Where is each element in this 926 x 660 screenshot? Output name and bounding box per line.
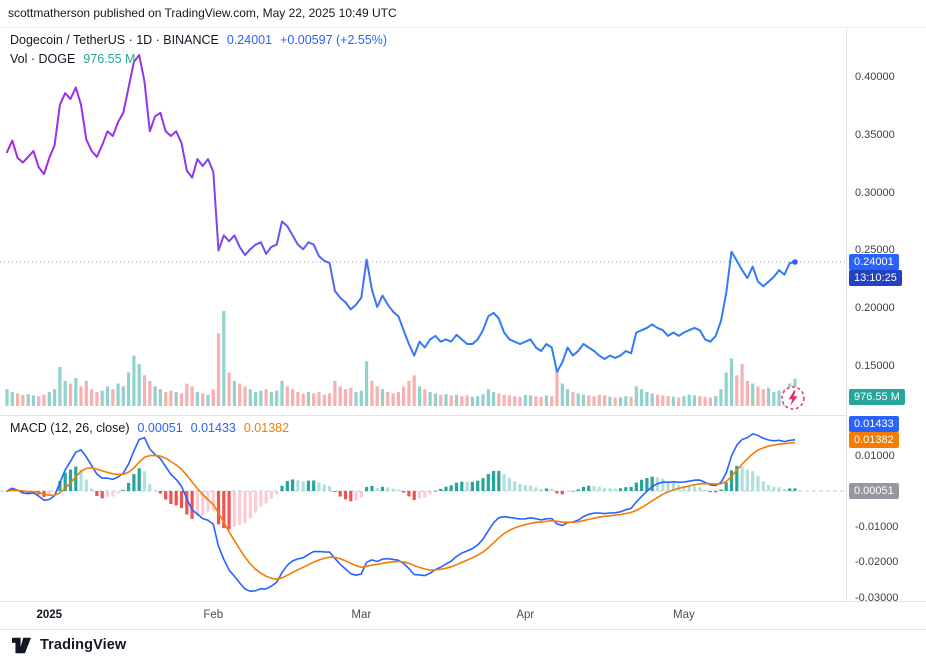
volume-value: 976.55 M — [83, 52, 136, 66]
macd-signal-line — [6, 441, 796, 580]
macd-label: MACD (12, 26, close) — [10, 421, 130, 435]
publish-text: scottmatherson published on TradingView.… — [8, 6, 397, 20]
price-axis-tick: 0.20000 — [855, 302, 895, 315]
macd-legend: MACD (12, 26, close) 0.00051 0.01433 0.0… — [10, 421, 289, 435]
flash-boost-icon[interactable] — [780, 385, 806, 411]
macd-axis-tick: 0.01000 — [855, 449, 895, 462]
volume-bars — [5, 311, 797, 406]
price-axis-tick: 0.30000 — [855, 186, 895, 199]
price-axis-tick: 0.15000 — [855, 360, 895, 372]
macd-axis-tick: -0.03000 — [855, 591, 899, 604]
time-axis-label: May — [673, 609, 695, 621]
macd-line-value: 0.01433 — [190, 421, 236, 435]
macd-value-badge: 0.01433 — [849, 416, 899, 432]
macd-histogram — [5, 465, 797, 530]
macd-signal-value: 0.01382 — [243, 421, 290, 435]
last-price-value: 0.24001 — [226, 33, 273, 47]
price-axis-tick: 0.35000 — [855, 128, 895, 141]
last-price-dot — [792, 259, 798, 265]
time-axis[interactable]: 2025 Feb Mar Apr May — [0, 601, 926, 629]
panel-separator — [0, 415, 926, 416]
macd-line — [6, 433, 796, 593]
price-line — [6, 54, 796, 373]
volume-label: Vol · DOGE — [10, 52, 76, 66]
brand-name[interactable]: TradingView — [40, 637, 127, 653]
macd-axis-tick: -0.02000 — [855, 556, 899, 568]
price-chart[interactable] — [0, 28, 846, 415]
macd-axis-tick: -0.01000 — [855, 520, 899, 533]
time-axis-label: 2025 — [36, 609, 63, 621]
tradingview-logo-icon[interactable] — [10, 636, 33, 655]
lightning-bolt-icon — [788, 390, 798, 406]
price-axis-tick: 0.40000 — [855, 71, 895, 83]
publish-info-bar: scottmatherson published on TradingView.… — [0, 0, 926, 28]
time-axis-label: Mar — [351, 609, 372, 621]
price-change-value: +0.00597 (+2.55%) — [280, 33, 388, 47]
last-price-badge: 0.24001 — [849, 254, 899, 270]
macd-signal-badge: 0.01382 — [849, 432, 899, 448]
price-axis-tick: 0.25000 — [855, 244, 895, 257]
symbol-title: Dogecoin / TetherUS · 1D · BINANCE — [10, 33, 219, 47]
volume-badge: 976.55 M — [849, 389, 905, 405]
price-scale-axis[interactable]: 0.24001 13:10:25 976.55 M 0.01433 0.0138… — [846, 28, 926, 604]
macd-zero-badge: 0.00051 — [849, 483, 899, 499]
macd-hist-value: 0.00051 — [137, 421, 183, 435]
time-axis-label: Feb — [203, 609, 224, 621]
main-legend: Dogecoin / TetherUS · 1D · BINANCE 0.240… — [10, 33, 387, 66]
countdown-badge: 13:10:25 — [849, 270, 902, 286]
macd-chart[interactable] — [0, 416, 846, 601]
footer-bar: TradingView — [0, 629, 926, 660]
time-axis-label: Apr — [516, 609, 535, 621]
